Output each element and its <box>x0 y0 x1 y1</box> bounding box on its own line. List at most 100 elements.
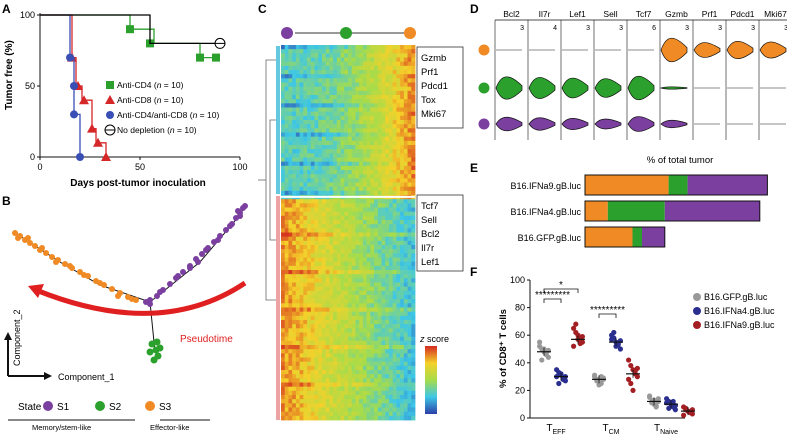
c-heatmap-cell <box>411 365 416 371</box>
c-heatmap-cell <box>281 136 286 142</box>
c-heatmap-cell <box>325 111 330 117</box>
c-heatmap-cell <box>310 282 315 288</box>
c-heatmap-cell <box>385 290 390 296</box>
c-heatmap-cell <box>321 395 327 400</box>
c-heatmap-cell <box>333 395 338 400</box>
c-heatmap-cell <box>400 70 405 75</box>
c-heatmap-cell <box>374 53 379 58</box>
c-heatmap-cell <box>392 153 397 158</box>
f-sig-label: ********* <box>590 305 625 316</box>
c-heatmap-cell <box>377 228 382 233</box>
f-point <box>634 374 641 380</box>
c-heatmap-cell <box>284 299 289 304</box>
c-heatmap-cell <box>307 182 312 188</box>
c-heatmap-cell <box>348 324 353 329</box>
c-heatmap-cell <box>377 190 382 196</box>
c-heatmap-cell <box>303 95 308 100</box>
c-heatmap-cell <box>310 61 315 67</box>
c-heatmap-cell <box>385 170 390 175</box>
c-heatmap-cell <box>385 132 390 138</box>
c-heatmap-cell <box>288 120 293 125</box>
c-heatmap-cell <box>370 136 375 142</box>
c-heatmap-cell <box>292 236 297 242</box>
c-heatmap-cell <box>359 49 364 54</box>
c-heatmap-cell <box>370 178 375 183</box>
c-heatmap-cell <box>303 415 308 421</box>
c-heatmap-cell <box>340 224 345 229</box>
c-heatmap-cell <box>310 253 315 258</box>
c-heatmap-cell <box>299 215 304 221</box>
c-heatmap-cell <box>374 203 379 208</box>
c-heatmap-cell <box>344 345 349 350</box>
c-heatmap-cell <box>344 265 349 271</box>
c-heatmap-cell <box>377 307 382 313</box>
c-heatmap-cell <box>303 107 308 113</box>
c-heatmap-cell <box>314 95 319 100</box>
c-heatmap-cell <box>351 265 356 271</box>
c-heatmap-cell <box>336 165 341 171</box>
c-heatmap-cell <box>407 357 412 363</box>
c-heatmap-cell <box>310 345 315 350</box>
c-heatmap-cell <box>284 249 289 254</box>
c-heatmap-cell <box>400 53 405 58</box>
c-heatmap-cell <box>299 86 304 92</box>
c-heatmap-cell <box>292 95 297 100</box>
c-heatmap-cell <box>344 153 349 158</box>
c-heatmap-cell <box>374 140 379 146</box>
c-heatmap-cell <box>385 65 390 71</box>
c-heatmap-cell <box>303 128 308 133</box>
c-heatmap-cell <box>321 136 327 142</box>
c-heatmap-cell <box>288 178 293 183</box>
c-heatmap-cell <box>333 78 338 83</box>
c-heatmap-cell <box>366 249 371 254</box>
c-heatmap-cell <box>329 207 334 213</box>
c-heatmap-cell <box>359 186 364 192</box>
c-heatmap-cell <box>366 365 371 371</box>
c-heatmap-cell <box>344 249 349 254</box>
c-heatmap-cell <box>377 161 382 167</box>
c-heatmap-cell <box>385 199 390 204</box>
c-heatmap-cell <box>411 199 416 204</box>
c-heatmap-cell <box>411 361 416 367</box>
c-heatmap-cell <box>307 90 312 96</box>
c-heatmap-cell <box>288 140 293 146</box>
c-heatmap-cell <box>370 157 375 163</box>
c-heatmap-cell <box>284 136 289 142</box>
c-heatmap-cell <box>318 199 323 204</box>
c-heatmap-cell <box>403 303 408 308</box>
c-heatmap-cell <box>351 45 356 50</box>
f-point <box>634 365 641 371</box>
c-heatmap-cell <box>366 345 371 350</box>
c-heatmap-cell <box>340 290 345 296</box>
d-violin <box>627 116 655 132</box>
c-heatmap-cell <box>344 224 349 229</box>
c-heatmap-cell <box>362 303 368 308</box>
c-heatmap-cell <box>336 199 341 204</box>
c-heatmap-cell <box>295 382 301 388</box>
c-heatmap-cell <box>303 249 308 254</box>
c-heatmap-cell <box>281 145 286 150</box>
c-heatmap-cell <box>403 315 408 321</box>
c-heatmap-cell <box>388 53 394 58</box>
c-heatmap-cell <box>321 340 327 346</box>
c-heatmap-cell <box>385 399 390 404</box>
c-heatmap-cell <box>351 261 356 267</box>
c-heatmap-cell <box>377 336 382 342</box>
c-heatmap-cell <box>299 124 304 129</box>
b-component-axes <box>4 332 52 380</box>
c-heatmap-cell <box>318 57 323 63</box>
c-heatmap-cell <box>333 236 338 242</box>
b-point-s3 <box>12 230 18 236</box>
c-heatmap-cell <box>329 320 334 325</box>
c-heatmap-cell <box>381 174 386 179</box>
c-heatmap-cell <box>407 182 412 188</box>
c-heatmap-cell <box>295 265 301 271</box>
c-heatmap-cell <box>310 49 315 54</box>
c-heatmap-cell <box>340 328 345 333</box>
c-heatmap-cell <box>314 307 319 313</box>
c-heatmap-cell <box>299 153 304 158</box>
c-heatmap-cell <box>344 236 349 242</box>
c-heatmap-cell <box>370 174 375 179</box>
c-heatmap-cell <box>329 182 334 188</box>
f-point <box>647 393 653 399</box>
